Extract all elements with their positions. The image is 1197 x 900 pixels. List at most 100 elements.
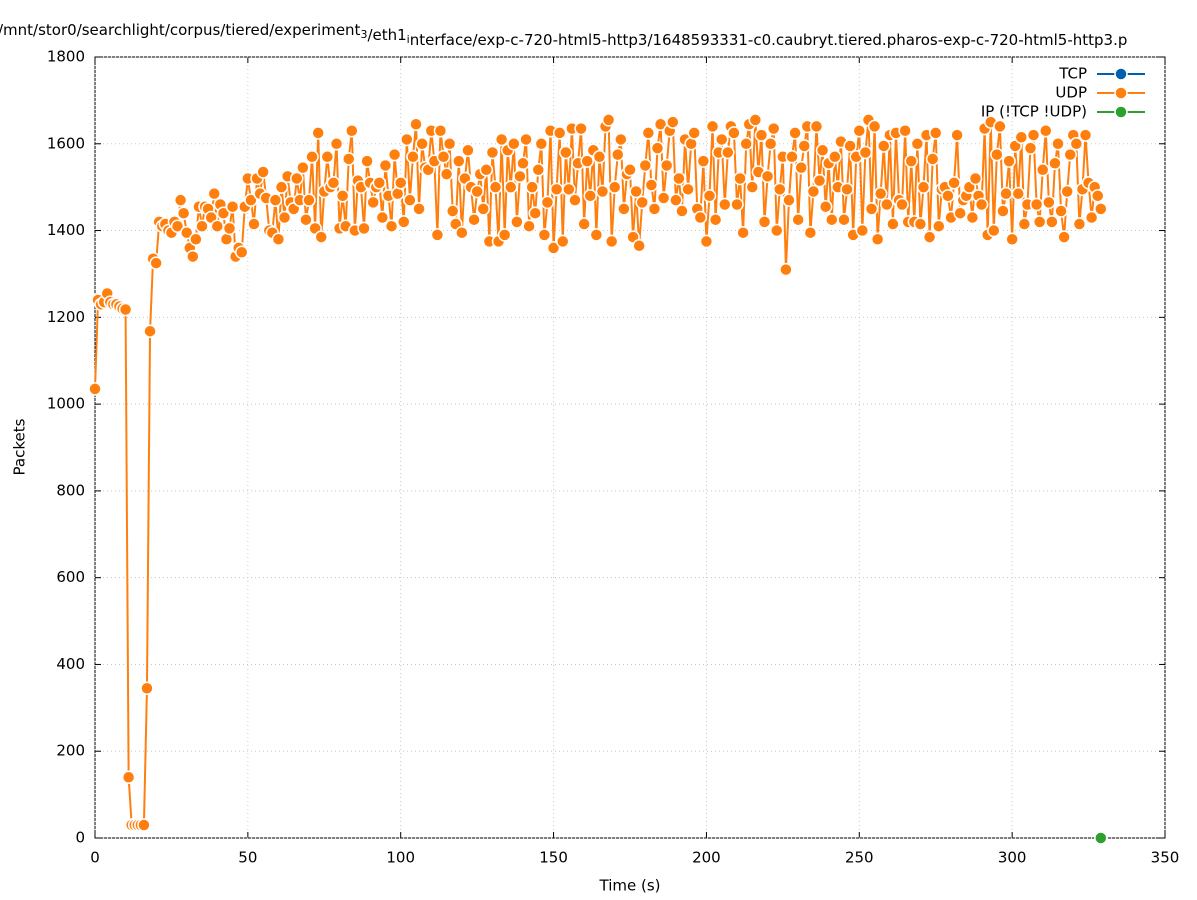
y-tick-label: 1000: [47, 395, 85, 413]
data-point: [326, 176, 341, 190]
data-point: [867, 119, 882, 134]
data-point: [302, 193, 316, 207]
data-point: [537, 228, 552, 242]
data-point: [439, 167, 454, 181]
data-point: [607, 180, 622, 194]
data-point: [840, 182, 854, 197]
data-point: [974, 197, 989, 212]
data-point: [118, 302, 133, 317]
data-point: [797, 139, 812, 153]
data-point: [534, 137, 549, 151]
data-point: [922, 230, 937, 244]
data-point: [641, 126, 656, 140]
data-point: [932, 219, 946, 233]
data-point: [562, 182, 576, 197]
data-point: [445, 204, 460, 218]
x-tick-label: 200: [692, 849, 721, 867]
data-point: [519, 132, 533, 147]
data-point: [1054, 204, 1068, 218]
data-point: [855, 223, 870, 238]
data-point: [1090, 189, 1105, 203]
y-tick-label: 400: [56, 655, 85, 673]
data-point: [143, 324, 157, 338]
y-tick-label: 1400: [47, 221, 85, 239]
data-point: [555, 234, 570, 249]
data-point: [305, 150, 319, 164]
data-point: [672, 171, 686, 186]
data-point: [611, 147, 625, 162]
data-point: [467, 212, 481, 227]
data-point: [925, 152, 940, 166]
data-point: [638, 158, 653, 173]
data-point: [170, 219, 185, 233]
data-point: [360, 154, 374, 168]
data-point: [953, 206, 967, 220]
data-point: [708, 212, 723, 227]
data-point: [179, 225, 194, 240]
data-point: [406, 150, 420, 164]
data-point: [773, 182, 787, 197]
y-tick-label: 1200: [47, 308, 85, 326]
data-point: [852, 124, 867, 138]
data-point: [320, 150, 335, 164]
data-point: [1017, 217, 1032, 231]
data-point: [1029, 197, 1044, 212]
data-point: [987, 223, 1001, 238]
data-point: [941, 189, 955, 203]
data-point: [629, 184, 643, 199]
data-point: [815, 143, 830, 158]
data-point: [748, 113, 763, 127]
data-point: [990, 147, 1004, 162]
data-point: [140, 681, 154, 696]
data-point: [470, 184, 484, 199]
data-point: [583, 189, 598, 203]
data-point: [1060, 184, 1074, 199]
data-point: [256, 165, 270, 179]
data-point: [910, 137, 925, 151]
data-point: [244, 193, 258, 207]
data-point: [769, 223, 784, 238]
data-point: [702, 189, 717, 203]
legend-label: UDP: [1055, 84, 1087, 102]
data-point: [357, 221, 371, 236]
data-point: [714, 132, 729, 147]
data-point: [650, 141, 665, 155]
data-point: [494, 132, 509, 147]
data-point: [754, 128, 769, 142]
legend-label: IP (!TCP !UDP): [981, 103, 1087, 121]
data-point: [595, 184, 610, 199]
data-point: [721, 145, 735, 160]
data-point: [659, 158, 674, 173]
data-point: [913, 217, 928, 231]
data-point: [461, 143, 475, 158]
data-point: [1032, 215, 1047, 229]
data-point: [785, 150, 799, 164]
data-point: [745, 180, 760, 194]
data-point: [635, 195, 649, 210]
data-point: [366, 195, 380, 210]
data-point: [403, 193, 417, 207]
data-point: [329, 137, 344, 151]
data-point: [828, 150, 842, 164]
data-point: [812, 173, 827, 188]
data-point: [614, 132, 628, 147]
data-point: [880, 197, 894, 212]
data-point: [299, 212, 313, 227]
data-point: [479, 163, 494, 177]
chart-title: /mnt/stor0/searchlight/corpus/tiered/exp…: [0, 21, 1127, 49]
x-tick-label: 150: [539, 849, 568, 867]
data-point: [1042, 195, 1056, 210]
data-point: [825, 212, 839, 227]
data-point: [507, 137, 521, 151]
y-tick-label: 1600: [47, 134, 85, 152]
data-point: [993, 119, 1007, 134]
data-point: [274, 180, 289, 194]
data-point: [525, 180, 539, 194]
data-point: [186, 249, 200, 264]
data-point: [904, 154, 919, 168]
x-tick-label: 50: [238, 849, 257, 867]
data-point: [669, 193, 683, 207]
data-point: [400, 132, 414, 147]
data-point: [552, 126, 567, 140]
y-tick-label: 1800: [47, 48, 85, 66]
